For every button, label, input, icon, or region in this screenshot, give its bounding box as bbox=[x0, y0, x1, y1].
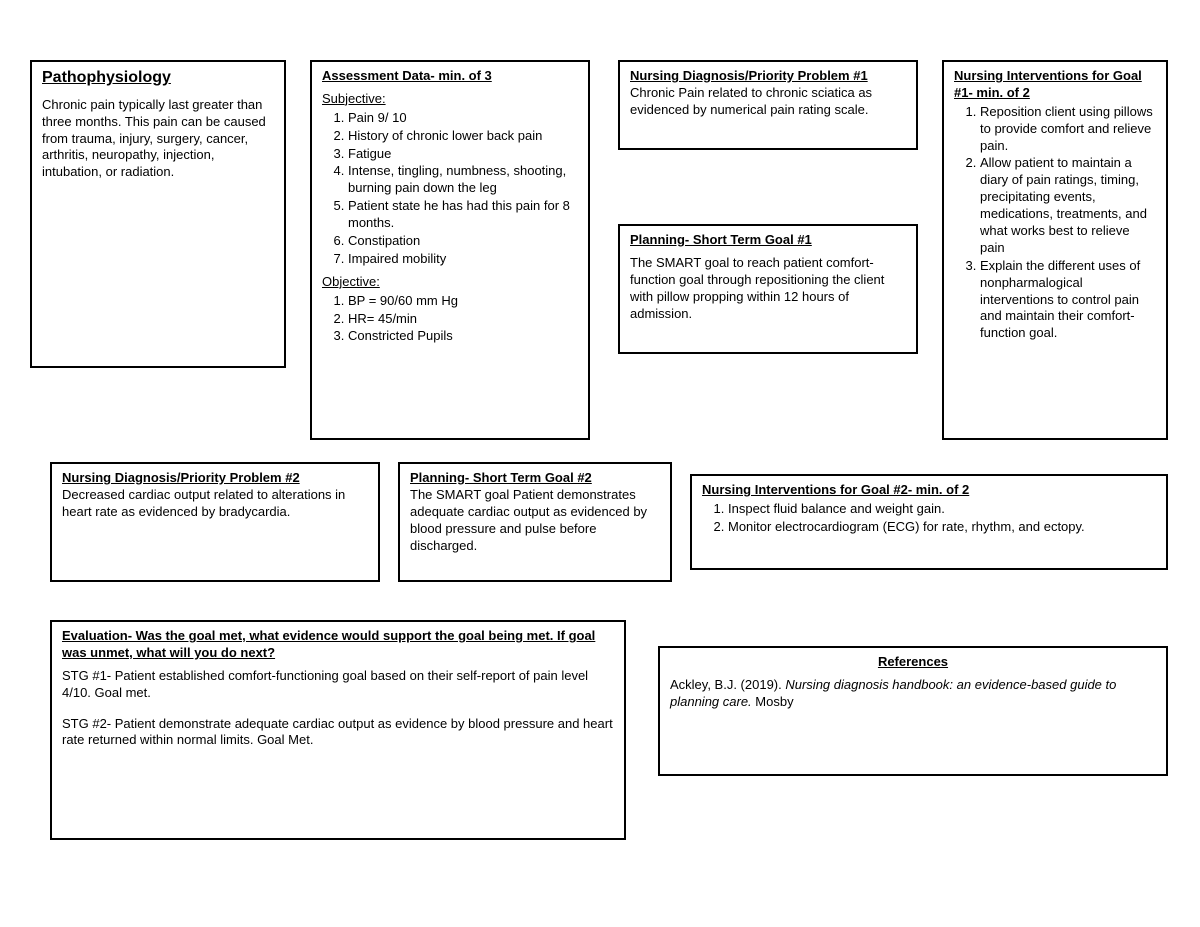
interventions1-title: Nursing Interventions for Goal #1- min. … bbox=[954, 68, 1156, 102]
box-interventions1: Nursing Interventions for Goal #1- min. … bbox=[942, 60, 1168, 440]
list-item: Monitor electrocardiogram (ECG) for rate… bbox=[728, 519, 1156, 536]
list-item: HR= 45/min bbox=[348, 311, 578, 328]
evaluation-stg1: STG #1- Patient established comfort-func… bbox=[62, 668, 614, 702]
list-item: Explain the different uses of nonpharmal… bbox=[980, 258, 1156, 342]
pathophysiology-body: Chronic pain typically last greater than… bbox=[42, 97, 274, 181]
box-interventions2: Nursing Interventions for Goal #2- min. … bbox=[690, 474, 1168, 570]
interventions2-list: Inspect fluid balance and weight gain.Mo… bbox=[702, 501, 1156, 536]
diagnosis2-body: Decreased cardiac output related to alte… bbox=[62, 487, 368, 521]
assessment-subjective-list: Pain 9/ 10History of chronic lower back … bbox=[322, 110, 578, 268]
assessment-objective-label: Objective: bbox=[322, 274, 578, 291]
box-diagnosis1: Nursing Diagnosis/Priority Problem #1 Ch… bbox=[618, 60, 918, 150]
references-publisher: Mosby bbox=[752, 694, 794, 709]
list-item: Constricted Pupils bbox=[348, 328, 578, 345]
box-evaluation: Evaluation- Was the goal met, what evide… bbox=[50, 620, 626, 840]
interventions2-title: Nursing Interventions for Goal #2- min. … bbox=[702, 482, 1156, 499]
diagnosis1-title: Nursing Diagnosis/Priority Problem #1 bbox=[630, 68, 868, 83]
box-pathophysiology: Pathophysiology Chronic pain typically l… bbox=[30, 60, 286, 368]
list-item: Fatigue bbox=[348, 146, 578, 163]
list-item: BP = 90/60 mm Hg bbox=[348, 293, 578, 310]
planning1-title: Planning- Short Term Goal #1 bbox=[630, 232, 906, 249]
references-author: Ackley, B.J. (2019). bbox=[670, 677, 785, 692]
list-item: Inspect fluid balance and weight gain. bbox=[728, 501, 1156, 518]
box-planning2: Planning- Short Term Goal #2 The SMART g… bbox=[398, 462, 672, 582]
assessment-title: Assessment Data- min. of 3 bbox=[322, 68, 578, 85]
assessment-subjective-label: Subjective: bbox=[322, 91, 578, 108]
list-item: Intense, tingling, numbness, shooting, b… bbox=[348, 163, 578, 197]
diagnosis1-body: Chronic Pain related to chronic sciatica… bbox=[630, 85, 906, 119]
assessment-objective-list: BP = 90/60 mm HgHR= 45/minConstricted Pu… bbox=[322, 293, 578, 346]
list-item: Pain 9/ 10 bbox=[348, 110, 578, 127]
planning1-body: The SMART goal to reach patient comfort-… bbox=[630, 255, 906, 323]
evaluation-title: Evaluation- Was the goal met, what evide… bbox=[62, 628, 614, 662]
list-item: Reposition client using pillows to provi… bbox=[980, 104, 1156, 155]
box-references: References Ackley, B.J. (2019). Nursing … bbox=[658, 646, 1168, 776]
pathophysiology-title: Pathophysiology bbox=[42, 68, 274, 89]
references-entry: Ackley, B.J. (2019). Nursing diagnosis h… bbox=[670, 677, 1156, 711]
list-item: Allow patient to maintain a diary of pai… bbox=[980, 155, 1156, 256]
diagnosis2-title: Nursing Diagnosis/Priority Problem #2 bbox=[62, 470, 300, 485]
interventions1-list: Reposition client using pillows to provi… bbox=[954, 104, 1156, 342]
planning2-body: The SMART goal Patient demonstrates adeq… bbox=[410, 487, 660, 555]
list-item: Impaired mobility bbox=[348, 251, 578, 268]
list-item: History of chronic lower back pain bbox=[348, 128, 578, 145]
references-title: References bbox=[670, 654, 1156, 671]
evaluation-stg2: STG #2- Patient demonstrate adequate car… bbox=[62, 716, 614, 750]
box-planning1: Planning- Short Term Goal #1 The SMART g… bbox=[618, 224, 918, 354]
box-diagnosis2: Nursing Diagnosis/Priority Problem #2 De… bbox=[50, 462, 380, 582]
box-assessment: Assessment Data- min. of 3 Subjective: P… bbox=[310, 60, 590, 440]
list-item: Patient state he has had this pain for 8… bbox=[348, 198, 578, 232]
planning2-title: Planning- Short Term Goal #2 bbox=[410, 470, 592, 485]
list-item: Constipation bbox=[348, 233, 578, 250]
